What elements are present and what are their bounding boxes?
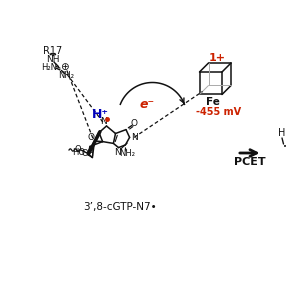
Text: N: N xyxy=(131,133,137,142)
Text: N: N xyxy=(100,117,107,126)
Text: e⁻: e⁻ xyxy=(140,98,154,112)
Text: H₂N: H₂N xyxy=(41,63,57,72)
Text: H: H xyxy=(278,128,286,139)
Text: O: O xyxy=(87,134,94,142)
Text: O: O xyxy=(74,146,81,154)
Text: O: O xyxy=(131,119,138,128)
Text: -455 mV: -455 mV xyxy=(196,107,241,117)
Text: H⁺: H⁺ xyxy=(92,107,109,121)
Text: OH: OH xyxy=(82,148,95,158)
Text: •: • xyxy=(283,144,287,150)
Text: PCET: PCET xyxy=(234,157,266,167)
Text: ⊕: ⊕ xyxy=(60,62,69,72)
Text: N: N xyxy=(115,148,121,157)
Text: 3’,8-cGTP-N7•: 3’,8-cGTP-N7• xyxy=(83,202,157,212)
Text: HO: HO xyxy=(72,148,86,157)
Text: R17: R17 xyxy=(43,46,62,56)
Text: 1+: 1+ xyxy=(208,52,225,63)
Text: Fe: Fe xyxy=(206,97,220,107)
Text: NH₂: NH₂ xyxy=(119,149,135,158)
Text: NH: NH xyxy=(46,56,59,64)
Text: NH₂: NH₂ xyxy=(58,71,74,80)
